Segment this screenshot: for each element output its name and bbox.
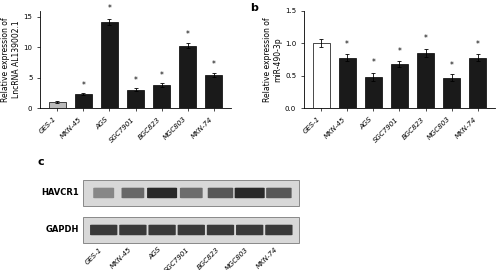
Text: GES-1: GES-1 [84, 247, 103, 266]
FancyBboxPatch shape [234, 188, 264, 198]
FancyBboxPatch shape [90, 225, 118, 235]
Text: *: * [134, 76, 138, 85]
FancyBboxPatch shape [148, 225, 176, 235]
Bar [417, 53, 434, 108]
FancyBboxPatch shape [119, 225, 146, 235]
Bar [127, 90, 144, 108]
Bar [153, 85, 170, 108]
Text: HAVCR1: HAVCR1 [41, 188, 78, 197]
Bar [470, 58, 486, 108]
FancyBboxPatch shape [122, 188, 144, 198]
Text: *: * [476, 40, 480, 49]
Text: *: * [160, 71, 164, 80]
Bar [180, 46, 196, 108]
Text: *: * [424, 34, 428, 43]
Bar [206, 75, 222, 108]
Bar [443, 78, 460, 108]
Text: SGC7901: SGC7901 [164, 247, 192, 270]
FancyBboxPatch shape [266, 188, 291, 198]
Bar [48, 102, 66, 108]
Text: c: c [38, 157, 44, 167]
Text: *: * [82, 81, 86, 90]
Text: *: * [372, 58, 375, 67]
Bar [75, 94, 92, 108]
Bar [338, 58, 355, 108]
Text: *: * [450, 61, 454, 70]
FancyBboxPatch shape [180, 188, 203, 198]
FancyBboxPatch shape [265, 225, 292, 235]
Text: b: b [250, 3, 258, 13]
Text: *: * [212, 60, 216, 69]
Text: MKN-45: MKN-45 [110, 247, 133, 270]
Text: BGC823: BGC823 [196, 247, 220, 270]
Bar [83, 180, 300, 206]
Bar [101, 22, 118, 108]
Text: *: * [345, 40, 349, 49]
FancyBboxPatch shape [207, 225, 234, 235]
Text: GAPDH: GAPDH [46, 225, 78, 234]
FancyBboxPatch shape [178, 225, 205, 235]
Bar [83, 217, 300, 243]
FancyBboxPatch shape [236, 225, 264, 235]
Bar [391, 64, 408, 108]
Text: AGS: AGS [148, 247, 162, 261]
Text: *: * [186, 30, 190, 39]
Text: *: * [108, 4, 112, 13]
Bar [312, 43, 330, 108]
Bar [365, 77, 382, 108]
FancyBboxPatch shape [208, 188, 233, 198]
Text: *: * [398, 47, 402, 56]
Y-axis label: Relative expression of
LncRNA AL139002.1: Relative expression of LncRNA AL139002.1 [1, 17, 20, 102]
FancyBboxPatch shape [147, 188, 177, 198]
FancyBboxPatch shape [93, 188, 114, 198]
Y-axis label: Relative expression of
miR-490-3p: Relative expression of miR-490-3p [263, 17, 282, 102]
Text: MGC803: MGC803 [224, 247, 250, 270]
Text: MKN-74: MKN-74 [256, 247, 279, 270]
